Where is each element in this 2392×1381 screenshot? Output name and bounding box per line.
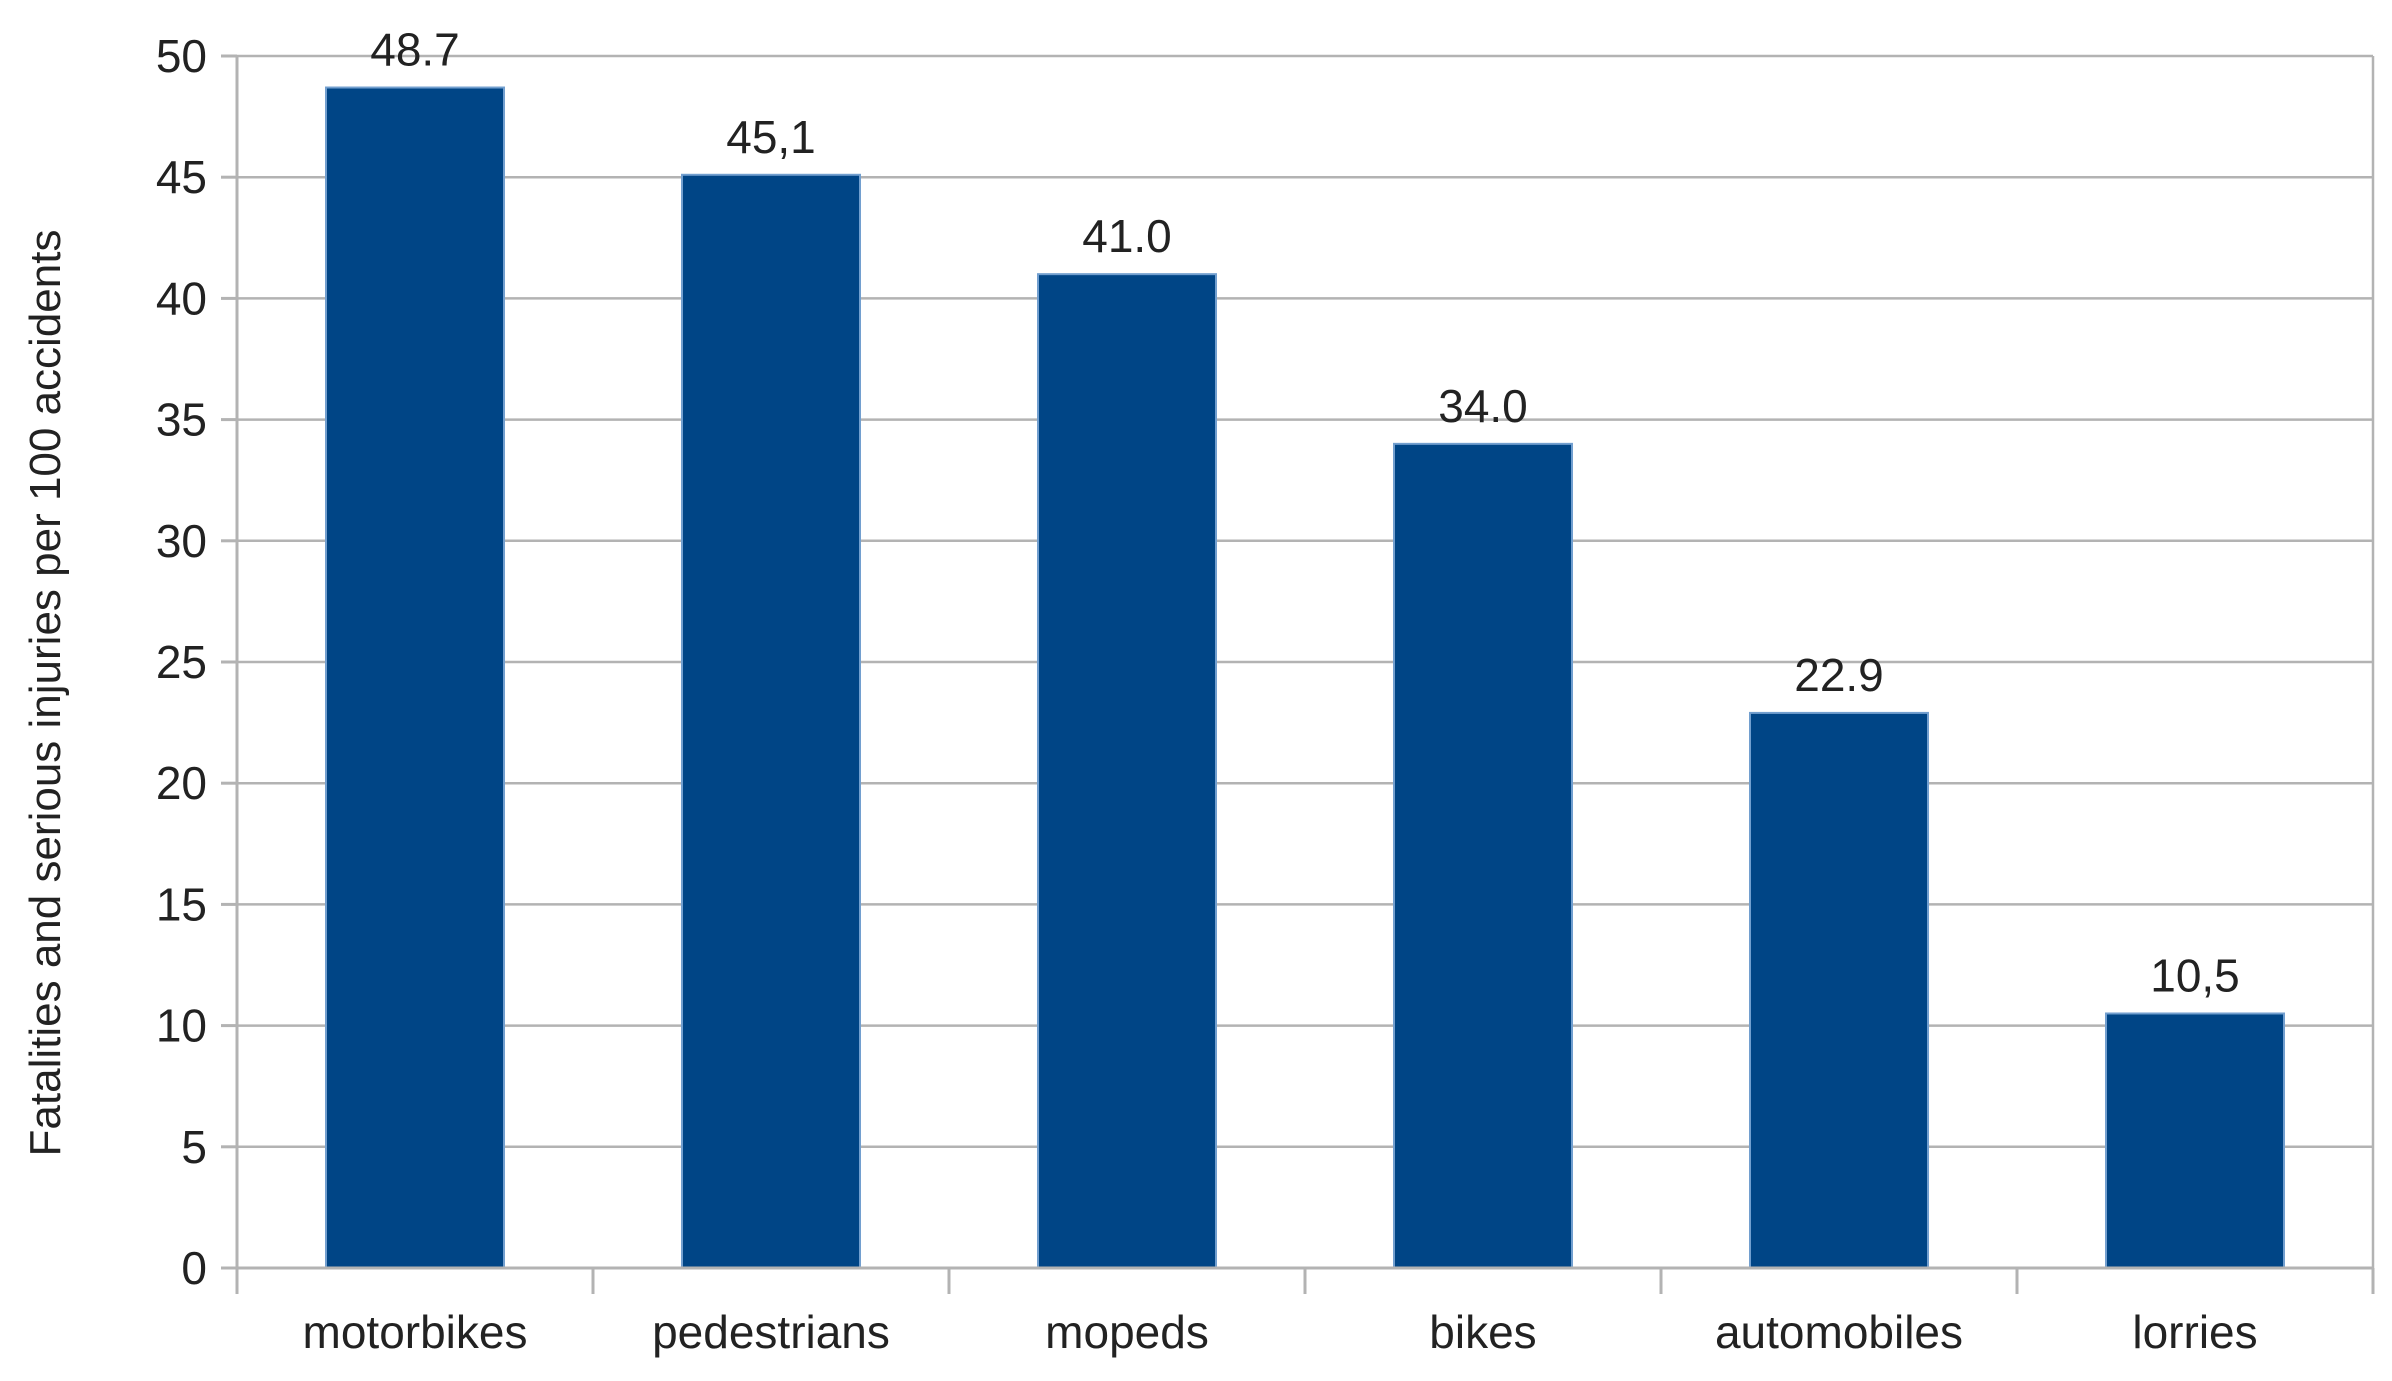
data-label-motorbikes: 48.7 — [370, 24, 460, 76]
y-tick-label-10: 10 — [156, 1000, 207, 1052]
gridlines — [237, 54, 2375, 1268]
y-tick-label-25: 25 — [156, 636, 207, 688]
x-tick-label-automobiles: automobiles — [1715, 1306, 1963, 1358]
y-tick-label-35: 35 — [156, 394, 207, 446]
bars — [325, 86, 2285, 1270]
y-tick-label-5: 5 — [181, 1121, 207, 1173]
bar-automobiles — [1749, 711, 1929, 1269]
bar-motorbikes — [325, 86, 505, 1270]
axes — [221, 54, 2375, 1294]
y-tick-label-0: 0 — [181, 1242, 207, 1294]
x-tick-label-pedestrians: pedestrians — [652, 1306, 890, 1358]
y-tick-label-30: 30 — [156, 515, 207, 567]
bar-bikes — [1393, 442, 1573, 1269]
bar-mopeds — [1037, 273, 1217, 1270]
y-tick-label-50: 50 — [156, 30, 207, 82]
y-tick-label-45: 45 — [156, 151, 207, 203]
x-tick-label-bikes: bikes — [1429, 1306, 1536, 1358]
data-label-mopeds: 41.0 — [1082, 210, 1172, 262]
y-tick-label-15: 15 — [156, 878, 207, 930]
x-tick-label-motorbikes: motorbikes — [303, 1306, 528, 1358]
data-label-lorries: 10,5 — [2150, 949, 2240, 1001]
y-tick-label-40: 40 — [156, 272, 207, 324]
bar-pedestrians — [681, 173, 861, 1269]
data-label-bikes: 34.0 — [1438, 380, 1528, 432]
bar-lorries — [2105, 1012, 2285, 1269]
data-label-pedestrians: 45,1 — [726, 111, 816, 163]
y-tick-label-20: 20 — [156, 757, 207, 809]
y-axis-title: Fatalities and serious injuries per 100 … — [21, 230, 70, 1157]
data-label-automobiles: 22.9 — [1794, 649, 1884, 701]
labels: 0 5 10 15 20 25 30 35 40 45 50 48.7 motorbikes 45,1 pe… — [156, 24, 2258, 1358]
x-tick-label-mopeds: mopeds — [1045, 1306, 1209, 1358]
x-tick-label-lorries: lorries — [2132, 1306, 2257, 1358]
